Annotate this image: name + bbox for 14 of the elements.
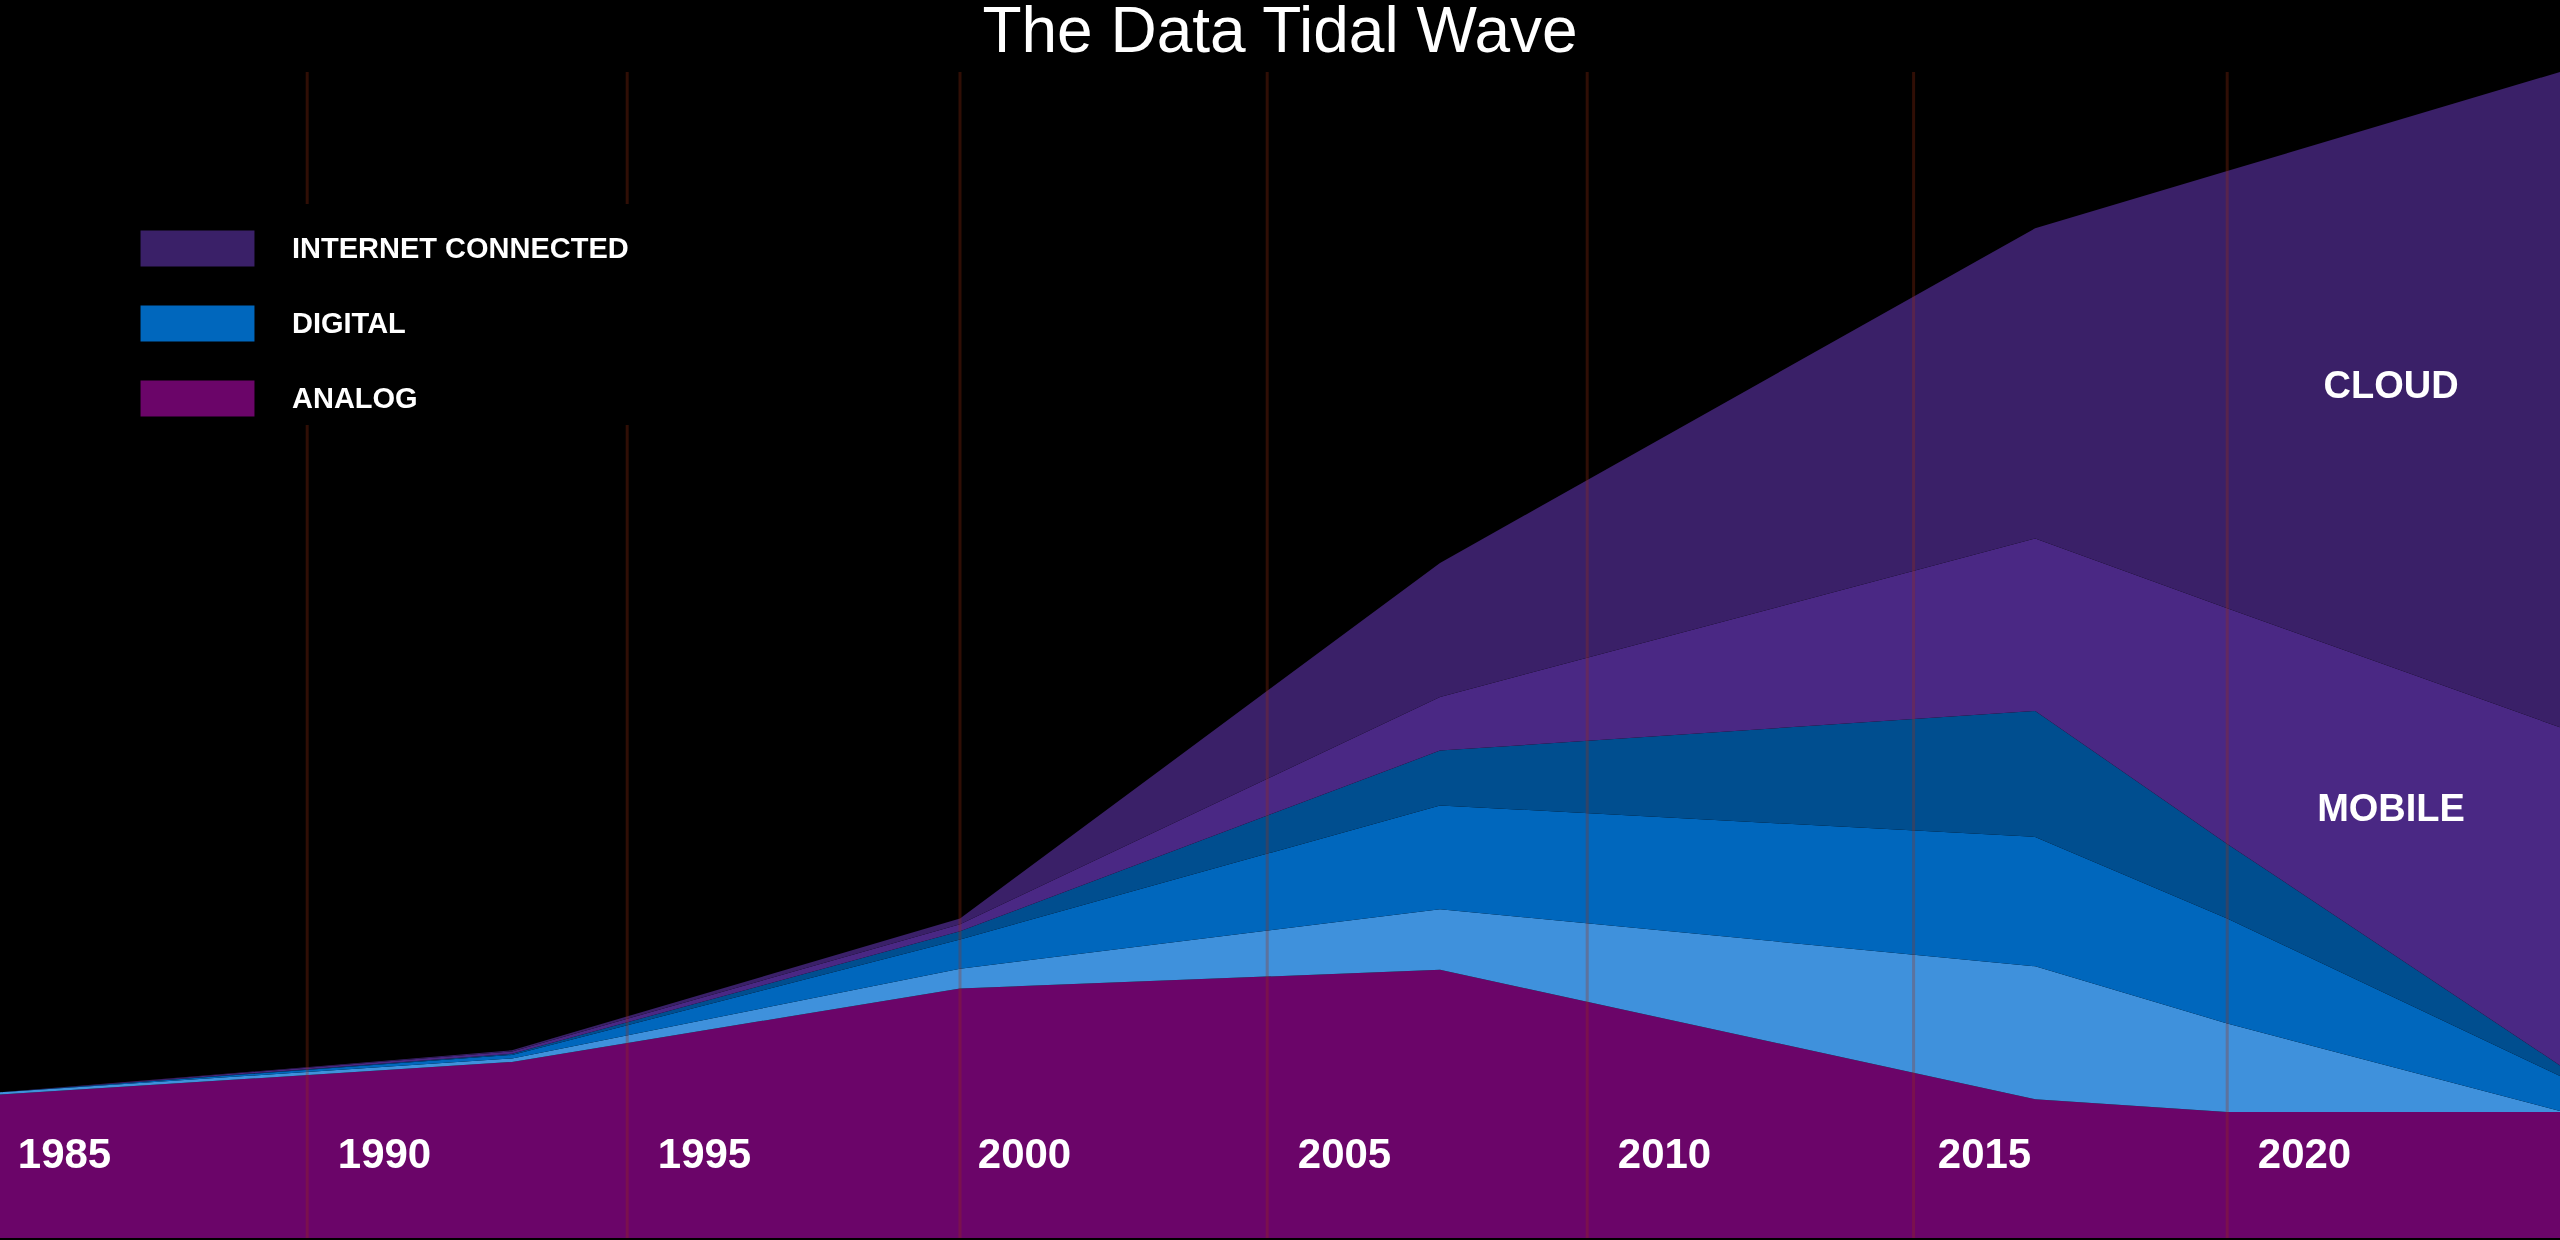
legend-label: ANALOG (292, 381, 418, 414)
legend-label: INTERNET CONNECTED (292, 231, 629, 264)
x-tick-label: 1990 (337, 1129, 432, 1177)
annotation: CLOUD (2323, 363, 2459, 406)
x-tick-label: 1995 (657, 1129, 752, 1177)
x-tick-label: 2010 (1617, 1129, 1712, 1177)
x-tick-label: 2015 (1937, 1129, 2032, 1177)
x-tick-label: 2000 (977, 1129, 1072, 1177)
x-tick-label: 2020 (2257, 1129, 2352, 1177)
x-tick-label: 1985 (17, 1129, 112, 1177)
chart-title: The Data Tidal Wave (982, 0, 1578, 66)
annotation: MOBILE (2317, 787, 2465, 830)
legend-label: DIGITAL (292, 306, 406, 339)
x-tick-label: 2005 (1297, 1129, 1392, 1177)
